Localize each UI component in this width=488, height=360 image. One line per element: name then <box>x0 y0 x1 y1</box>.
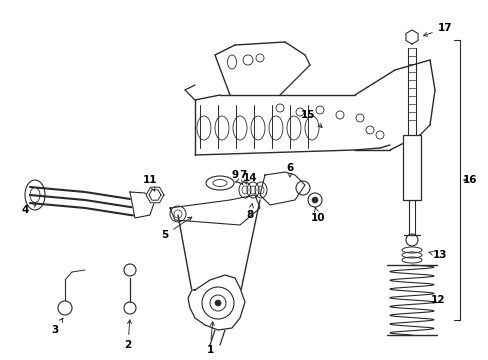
Text: 14: 14 <box>235 173 257 183</box>
Text: 7: 7 <box>239 170 246 184</box>
Text: 13: 13 <box>428 250 447 260</box>
Text: 5: 5 <box>161 217 191 240</box>
Text: 16: 16 <box>462 175 476 185</box>
Polygon shape <box>260 172 305 205</box>
Polygon shape <box>170 195 260 225</box>
Text: 3: 3 <box>51 318 63 335</box>
Text: 1: 1 <box>206 322 214 355</box>
Text: 12: 12 <box>430 295 445 305</box>
Polygon shape <box>149 190 161 200</box>
Text: 11: 11 <box>142 175 157 191</box>
Polygon shape <box>187 275 244 330</box>
Text: 4: 4 <box>21 204 37 215</box>
Circle shape <box>215 300 221 306</box>
Bar <box>402 135 420 200</box>
Text: 17: 17 <box>423 23 451 36</box>
Text: 9: 9 <box>231 170 243 185</box>
Text: 2: 2 <box>124 320 131 350</box>
Text: 8: 8 <box>246 204 253 220</box>
Polygon shape <box>146 187 163 203</box>
Text: 6: 6 <box>286 163 293 177</box>
Circle shape <box>311 197 317 203</box>
Polygon shape <box>405 30 417 44</box>
Text: 10: 10 <box>310 207 325 223</box>
Polygon shape <box>130 192 155 218</box>
Text: 15: 15 <box>300 110 322 127</box>
